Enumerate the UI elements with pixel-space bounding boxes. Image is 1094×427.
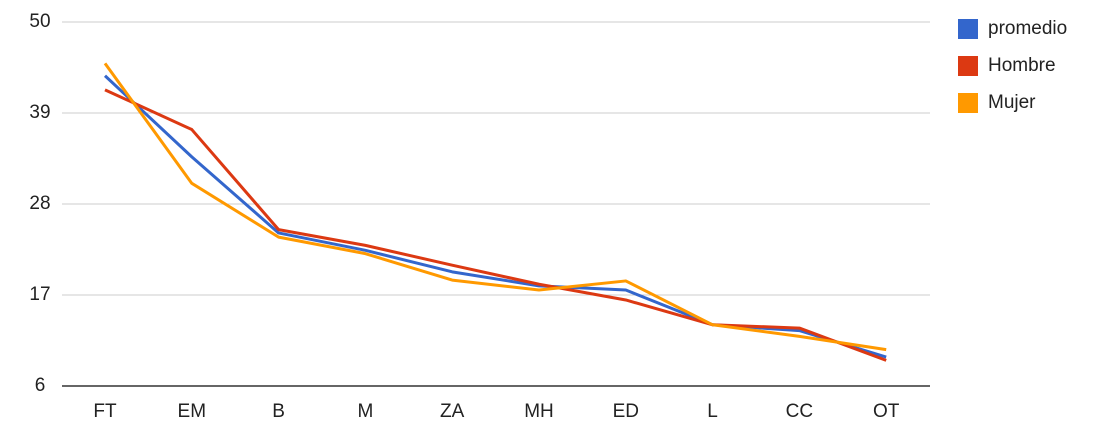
legend-swatch (958, 19, 978, 39)
x-tick-label: M (357, 401, 373, 422)
x-tick-label: MH (524, 401, 554, 422)
legend-swatch (958, 56, 978, 76)
legend-swatch (958, 93, 978, 113)
x-tick-label: EM (178, 401, 207, 422)
legend-label: promedio (988, 18, 1067, 39)
y-tick-label: 28 (29, 193, 50, 214)
y-tick-label: 39 (29, 102, 50, 123)
series-line (104, 88, 887, 362)
y-tick-label: 50 (29, 11, 50, 32)
x-tick-label: B (272, 401, 285, 422)
series-line (103, 62, 887, 352)
x-tick-label: ED (613, 401, 639, 422)
legend-label: Hombre (988, 55, 1056, 76)
x-tick-label: ZA (440, 401, 465, 422)
y-tick-label: 17 (29, 284, 50, 305)
x-tick-label: FT (93, 401, 117, 422)
x-tick-label: OT (873, 401, 900, 422)
x-tick-label: L (707, 401, 718, 422)
series-line (103, 74, 887, 359)
x-tick-label: CC (786, 401, 813, 422)
y-tick-label: 6 (35, 375, 46, 396)
legend-label: Mujer (988, 92, 1036, 113)
